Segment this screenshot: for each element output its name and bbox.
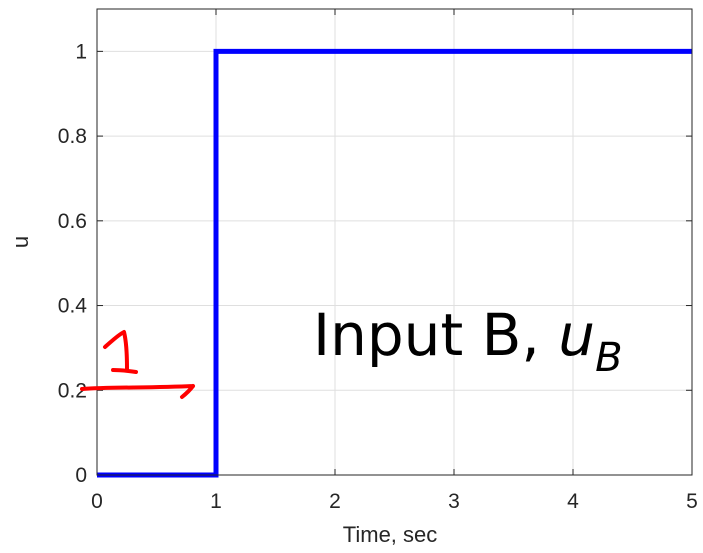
annotation: Input B, uB [313,301,623,381]
y-tick-label: 0.8 [58,125,87,148]
annotation-text: Input B, [313,301,558,369]
tick-labels: 0 1 2 3 4 5 0 0.2 0.4 0.6 0.8 1 [58,40,698,513]
y-tick-label: 0.2 [58,379,87,402]
annotation-variable: u [558,301,595,369]
handwritten-arrow [80,384,195,399]
y-tick-label: 1 [75,40,87,63]
plot-area [97,9,692,475]
y-tick-label: 0 [75,464,87,487]
x-tick-label: 3 [448,490,460,513]
y-tick-label: 0.6 [58,210,87,233]
x-tick-label: 0 [91,490,103,513]
annotation-subscript: B [595,335,622,381]
x-tick-label: 2 [329,490,341,513]
y-tick-label: 0.4 [58,295,88,318]
plot-frame [96,8,693,476]
handwritten-mark [80,330,195,399]
handwritten-one [103,330,138,374]
x-tick-label: 4 [567,490,579,513]
x-tick-label: 1 [210,490,222,513]
x-tick-label: 5 [686,490,698,513]
x-axis-label: Time, sec [343,522,438,547]
y-axis-label: u [8,236,33,248]
